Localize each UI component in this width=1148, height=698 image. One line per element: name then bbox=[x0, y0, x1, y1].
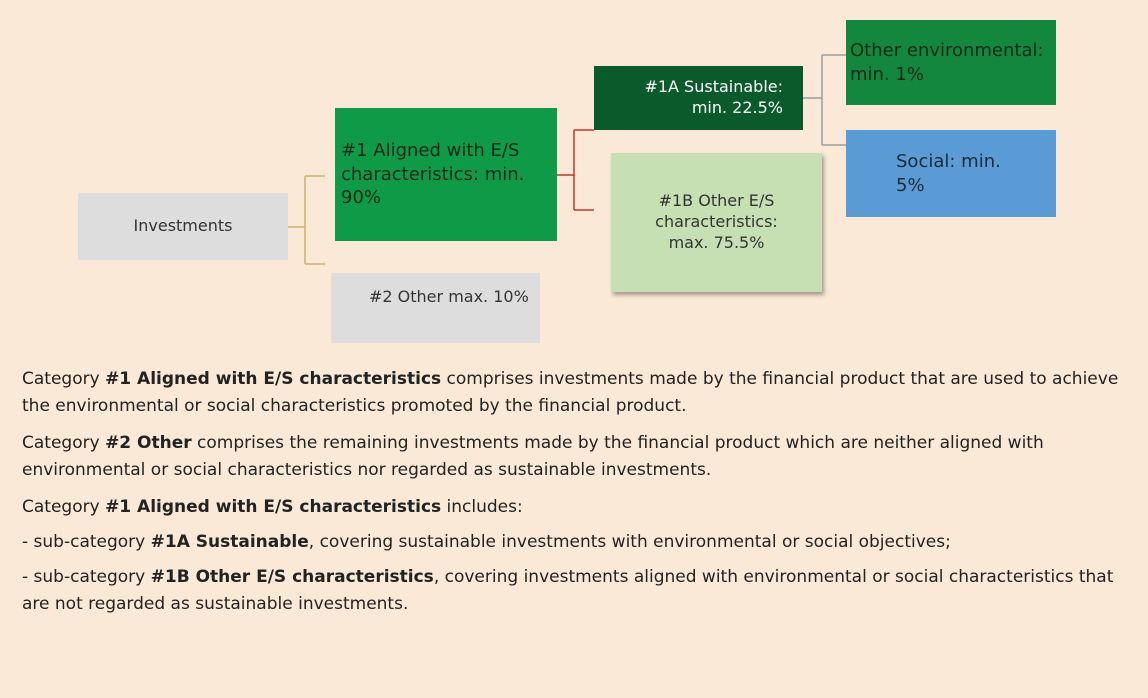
text: includes: bbox=[441, 497, 523, 517]
text: Category bbox=[22, 369, 106, 389]
bold-text: #1 Aligned with E/S characteristics bbox=[105, 497, 442, 517]
bold-text: #1 Aligned with E/S characteristics bbox=[105, 369, 442, 389]
node-label: Social: min. 5% bbox=[896, 151, 1001, 196]
paragraph: - sub-category #1A Sustainable, covering… bbox=[22, 529, 1142, 556]
node-aligned: #1 Aligned with E/S characteristics: min… bbox=[335, 108, 557, 241]
paragraph: Category #1 Aligned with E/S characteris… bbox=[22, 494, 1142, 521]
connectors bbox=[288, 54, 846, 265]
node-other-es: #1B Other E/S characteristics: max. 75.5… bbox=[611, 153, 822, 292]
aligned-connector bbox=[557, 129, 594, 211]
text: Category bbox=[22, 433, 106, 453]
text: Category bbox=[22, 497, 106, 517]
node-label: #2 Other max. 10% bbox=[369, 287, 529, 306]
node-label: Other environmental: min. 1% bbox=[850, 40, 1044, 85]
bold-text: #1A Sustainable bbox=[150, 532, 309, 552]
node-other: #2 Other max. 10% bbox=[331, 273, 540, 343]
text: - sub-category bbox=[22, 567, 151, 587]
explanation: Category #1 Aligned with E/S characteris… bbox=[22, 366, 1142, 626]
text: - sub-category bbox=[22, 532, 151, 552]
node-label: Investments bbox=[133, 216, 233, 236]
node-label: #1B Other E/S characteristics: max. 75.5… bbox=[655, 191, 778, 252]
node-label: #1 Aligned with E/S characteristics: min… bbox=[341, 140, 525, 209]
investments-connector bbox=[288, 175, 325, 265]
node-other-environmental: Other environmental: min. 1% bbox=[846, 20, 1056, 105]
text: , covering sustainable investments with … bbox=[308, 532, 951, 552]
bracket bbox=[803, 54, 846, 146]
node-label: #1A Sustainable: min. 22.5% bbox=[644, 77, 783, 117]
paragraph: Category #2 Other comprises the remainin… bbox=[22, 430, 1142, 484]
text: comprises the remaining investments made… bbox=[22, 433, 1044, 480]
bracket bbox=[288, 175, 325, 265]
sustainable-connector bbox=[803, 54, 846, 146]
node-investments: Investments bbox=[78, 193, 288, 260]
node-sustainable: #1A Sustainable: min. 22.5% bbox=[594, 66, 803, 130]
bracket bbox=[557, 129, 594, 211]
paragraph: Category #1 Aligned with E/S characteris… bbox=[22, 366, 1142, 420]
node-social: Social: min. 5% bbox=[846, 130, 1056, 217]
bold-text: #2 Other bbox=[105, 433, 192, 453]
paragraph: - sub-category #1B Other E/S characteris… bbox=[22, 564, 1142, 618]
bold-text: #1B Other E/S characteristics bbox=[150, 567, 434, 587]
text: comprises investments made by the financ… bbox=[22, 369, 1119, 416]
text: , covering investments aligned with envi… bbox=[22, 567, 1114, 614]
